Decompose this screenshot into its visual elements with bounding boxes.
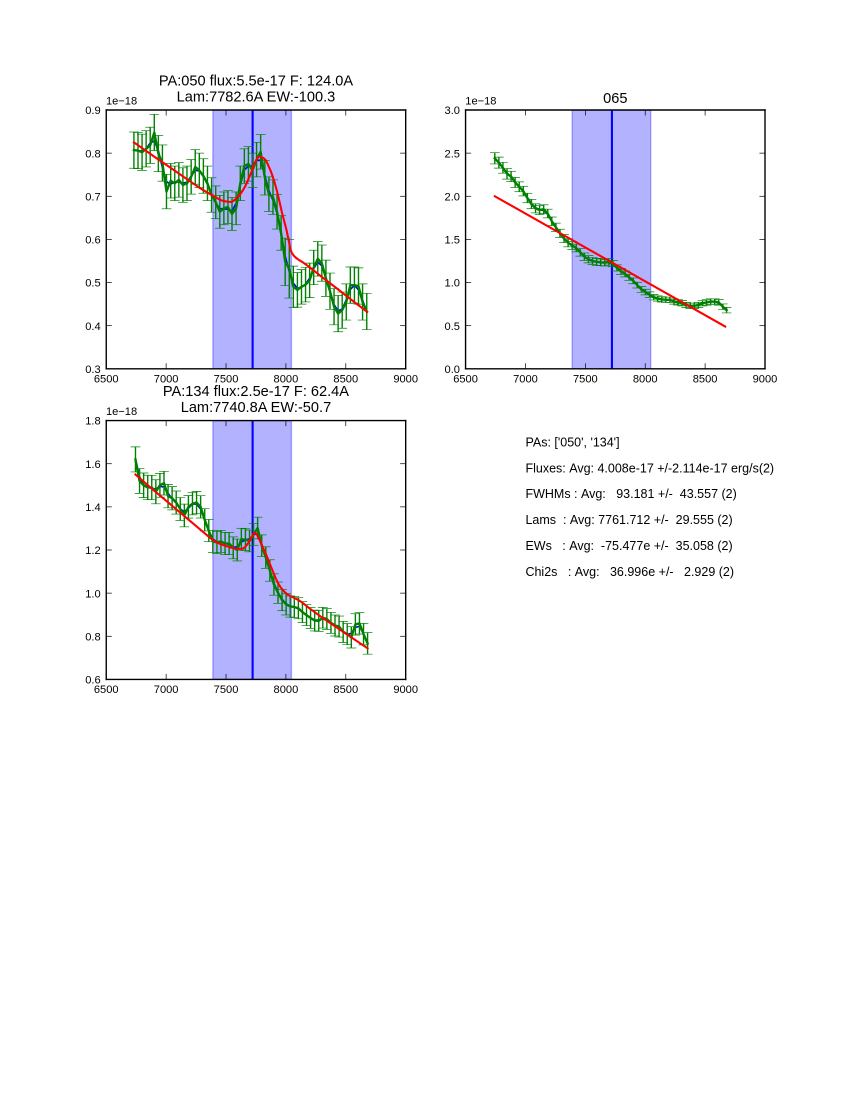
svg-text:EWs : Avg: -75.477e +/- 35: EWs : Avg: -75.477e +/- 35.058 (2)	[525, 539, 732, 553]
svg-text:1e−18: 1e−18	[465, 96, 496, 108]
svg-text:8000: 8000	[274, 684, 299, 696]
svg-text:PAs: ['050', '134']: PAs: ['050', '134']	[525, 435, 619, 449]
svg-text:7500: 7500	[214, 373, 239, 385]
svg-text:Fluxes: Avg: 4.008e-17 +/-2.11: Fluxes: Avg: 4.008e-17 +/-2.114e-17 erg/…	[525, 461, 774, 475]
svg-text:9000: 9000	[753, 373, 778, 385]
svg-text:6500: 6500	[453, 373, 478, 385]
svg-text:0.5: 0.5	[445, 321, 460, 333]
svg-text:Lam:7782.6A EW:-100.3: Lam:7782.6A EW:-100.3	[177, 89, 336, 105]
svg-text:0.3: 0.3	[85, 364, 100, 376]
svg-text:PA:050 flux:5.5e-17 F: 124.0A: PA:050 flux:5.5e-17 F: 124.0A	[159, 74, 354, 90]
svg-text:1.2: 1.2	[85, 545, 100, 557]
svg-text:FWHMs : Avg: 93.181 +/- 43.: FWHMs : Avg: 93.181 +/- 43.557 (2)	[525, 487, 736, 501]
svg-text:6500: 6500	[94, 373, 119, 385]
svg-text:1e−18: 1e−18	[106, 96, 137, 108]
svg-text:9000: 9000	[393, 373, 418, 385]
svg-text:065: 065	[603, 91, 627, 107]
svg-text:1.4: 1.4	[85, 502, 100, 514]
svg-text:0.8: 0.8	[85, 148, 100, 160]
svg-text:9000: 9000	[393, 684, 418, 696]
svg-text:7500: 7500	[573, 373, 598, 385]
svg-text:8500: 8500	[333, 373, 358, 385]
svg-text:7000: 7000	[154, 684, 179, 696]
svg-text:8000: 8000	[633, 373, 658, 385]
svg-text:1.0: 1.0	[85, 588, 100, 600]
svg-text:0.6: 0.6	[85, 235, 100, 247]
svg-text:0.8: 0.8	[85, 631, 100, 643]
svg-text:0.6: 0.6	[85, 675, 100, 687]
svg-text:0.9: 0.9	[85, 105, 100, 117]
svg-text:0.7: 0.7	[85, 191, 100, 203]
svg-text:0.5: 0.5	[85, 278, 100, 290]
svg-text:8500: 8500	[333, 684, 358, 696]
svg-text:7500: 7500	[214, 684, 239, 696]
svg-text:7000: 7000	[154, 373, 179, 385]
svg-text:8000: 8000	[274, 373, 299, 385]
svg-text:Lam:7740.8A EW:-50.7: Lam:7740.8A EW:-50.7	[181, 400, 331, 416]
svg-text:PA:134 flux:2.5e-17 F: 62.4A: PA:134 flux:2.5e-17 F: 62.4A	[163, 384, 349, 400]
svg-text:0.0: 0.0	[445, 364, 460, 376]
svg-text:1.5: 1.5	[445, 235, 460, 247]
svg-text:2.5: 2.5	[445, 148, 460, 160]
svg-text:1.0: 1.0	[445, 278, 460, 290]
svg-text:1.6: 1.6	[85, 459, 100, 471]
svg-text:0.4: 0.4	[85, 321, 100, 333]
svg-text:7000: 7000	[513, 373, 538, 385]
svg-text:Lams : Avg: 7761.712 +/- 29.: Lams : Avg: 7761.712 +/- 29.555 (2)	[525, 513, 732, 527]
svg-text:2.0: 2.0	[445, 191, 460, 203]
svg-text:6500: 6500	[94, 684, 119, 696]
svg-text:8500: 8500	[693, 373, 718, 385]
svg-text:1.8: 1.8	[85, 416, 100, 428]
svg-text:Chi2s : Avg: 36.996e +/-: Chi2s : Avg: 36.996e +/- 2.929 (2)	[525, 565, 734, 579]
svg-text:1e−18: 1e−18	[106, 406, 137, 418]
svg-text:3.0: 3.0	[445, 105, 460, 117]
